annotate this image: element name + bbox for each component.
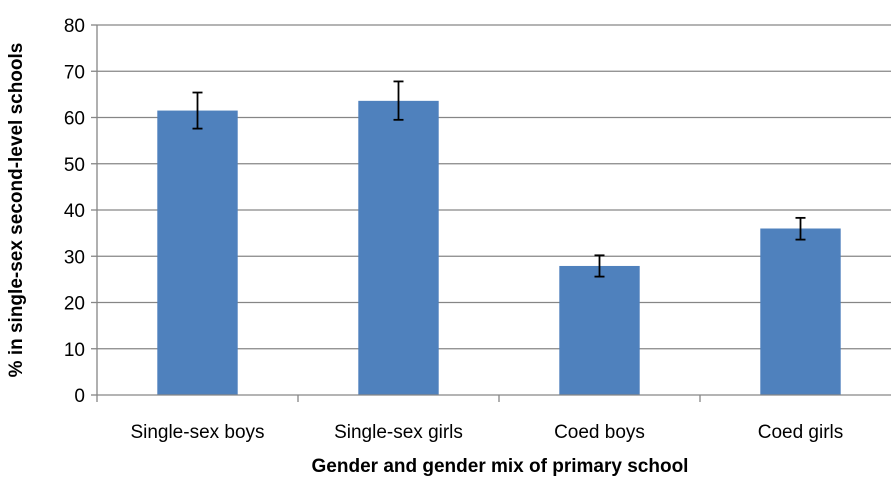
x-category-label: Single-sex girls	[334, 422, 463, 443]
bar	[157, 110, 238, 395]
error-bars	[192, 80, 806, 278]
bar	[358, 100, 439, 395]
tick-labels: 0 10 20 30 40 50 60 70 80 Single-sex boys Single-s…	[64, 16, 843, 443]
y-tick-label: 50	[64, 155, 85, 176]
y-tick-label: 80	[64, 16, 85, 37]
bar	[760, 228, 841, 395]
y-axis-title: % in single-sex second-level schools	[6, 43, 27, 378]
y-tick-label: 10	[64, 340, 85, 361]
bars	[157, 100, 841, 395]
y-tick-label: 0	[74, 386, 85, 407]
y-tick-label: 20	[64, 294, 85, 315]
x-axis-title: Gender and gender mix of primary school	[312, 456, 689, 477]
y-tick-label: 40	[64, 201, 85, 222]
axes	[91, 24, 891, 402]
x-category-label: Single-sex boys	[130, 422, 264, 443]
y-tick-label: 70	[64, 62, 85, 83]
x-category-label: Coed girls	[758, 422, 844, 443]
y-tick-label: 30	[64, 247, 85, 268]
y-tick-label: 60	[64, 109, 85, 130]
bar	[559, 265, 640, 395]
x-category-label: Coed boys	[554, 422, 645, 443]
